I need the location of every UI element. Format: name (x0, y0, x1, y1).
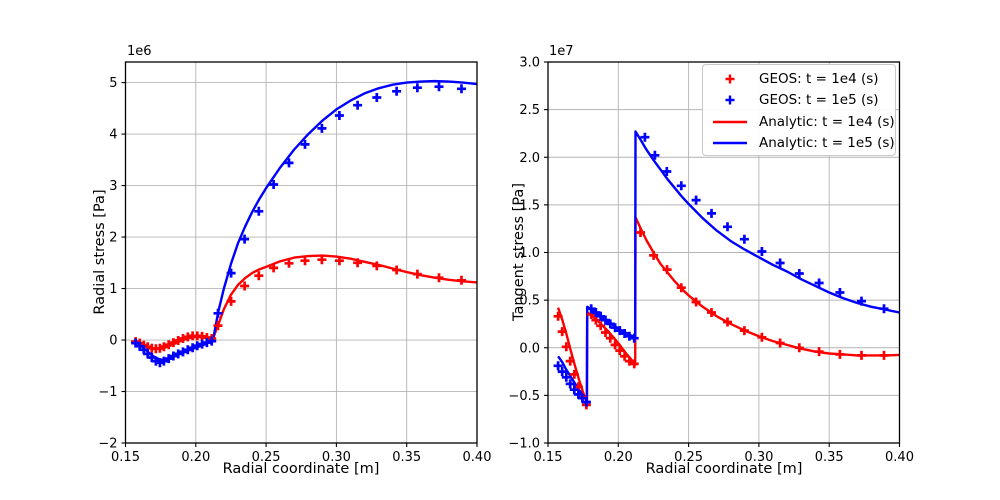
x-tick-label: 0.20 (604, 450, 633, 465)
right-axis-offset-label: 1e7 (549, 44, 574, 59)
y-tick-label: 1.0 (519, 246, 540, 261)
x-tick-label: 0.30 (744, 450, 773, 465)
legend-entry-geos-t1e5: GEOS: t = 1e5 (s) (711, 90, 895, 112)
y-tick-label: 4 (109, 128, 117, 143)
line-sample-icon (713, 141, 747, 145)
x-tick-label: 0.20 (181, 450, 210, 465)
y-tick-label: −1.0 (508, 437, 540, 452)
right-plot: 0.15 0.20 0.25 0.30 0.35 0.40 −1.0 −0.5 0.0 0.5 1.… (508, 56, 914, 466)
geos-markers-blue (553, 132, 889, 407)
gridlines (125, 62, 478, 444)
x-tick-label: 0.35 (392, 450, 421, 465)
left-axis-offset-label: 1e6 (127, 44, 152, 59)
x-tick-label: 0.40 (463, 450, 492, 465)
y-tick-label: 3.0 (519, 56, 540, 71)
left-x-axis-label: Radial coordinate [m] (222, 461, 380, 477)
left-plot: 0.15 0.20 0.25 0.30 0.35 0.40 −2 −1 0 1 2 3 4 5 (98, 61, 491, 465)
legend-label: Analytic: t = 1e4 (s) (759, 113, 895, 130)
x-tick-label: 0.25 (252, 450, 281, 465)
x-tick-label: 0.25 (674, 450, 703, 465)
y-tick-label: 1.5 (519, 198, 540, 213)
analytic-curve-blue (134, 79, 478, 362)
legend-entry-geos-t1e4: GEOS: t = 1e4 (s) (711, 68, 895, 90)
tick-labels: 0.15 0.20 0.25 0.30 0.35 0.40 −2 −1 0 1 2 3 4 5 (98, 76, 491, 465)
legend-label: GEOS: t = 1e4 (s) (759, 70, 879, 87)
line-sample-icon (713, 120, 747, 124)
y-tick-label: 2.5 (519, 103, 540, 118)
legend-label: Analytic: t = 1e5 (s) (759, 135, 895, 152)
y-tick-label: 1 (109, 282, 117, 297)
y-tick-label: 0.0 (519, 341, 540, 356)
y-tick-label: −1 (98, 385, 117, 400)
plus-marker-icon (725, 74, 735, 84)
legend-entry-analytic-t1e4: Analytic: t = 1e4 (s) (711, 111, 895, 133)
tick-marks (544, 61, 901, 447)
legend: GEOS: t = 1e4 (s) GEOS: t = 1e5 (s) Anal… (702, 64, 896, 156)
left-y-axis-label: Radial stress [Pa] (92, 189, 108, 315)
geos-markers-red (131, 255, 466, 354)
geos-markers-blue (131, 82, 466, 368)
y-tick-label: 2.0 (519, 151, 540, 166)
right-x-axis-label: Radial coordinate [m] (645, 461, 803, 477)
axes-frame (124, 61, 478, 444)
analytic-curve-red (556, 216, 900, 404)
x-tick-label: 0.40 (885, 450, 914, 465)
y-tick-label: 3 (109, 179, 117, 194)
y-tick-label: −2 (98, 437, 117, 452)
y-tick-label: 0 (109, 334, 117, 349)
tick-marks (121, 82, 478, 447)
y-tick-label: 0.5 (519, 294, 540, 309)
analytic-curve-blue (557, 130, 900, 402)
plus-marker-icon (725, 95, 735, 105)
y-tick-label: −0.5 (508, 389, 540, 404)
right-y-axis-label: Tangent stress [Pa] (511, 183, 527, 321)
x-tick-label: 0.15 (111, 450, 140, 465)
x-tick-label: 0.15 (534, 450, 563, 465)
tick-labels: 0.15 0.20 0.25 0.30 0.35 0.40 −1.0 −0.5 0.0 0.5 1.… (508, 56, 914, 466)
y-tick-label: 2 (109, 231, 117, 246)
legend-entry-analytic-t1e5: Analytic: t = 1e5 (s) (711, 133, 895, 155)
legend-label: GEOS: t = 1e5 (s) (759, 92, 879, 109)
y-tick-label: 5 (109, 76, 117, 91)
x-tick-label: 0.35 (815, 450, 844, 465)
x-tick-label: 0.30 (322, 450, 351, 465)
